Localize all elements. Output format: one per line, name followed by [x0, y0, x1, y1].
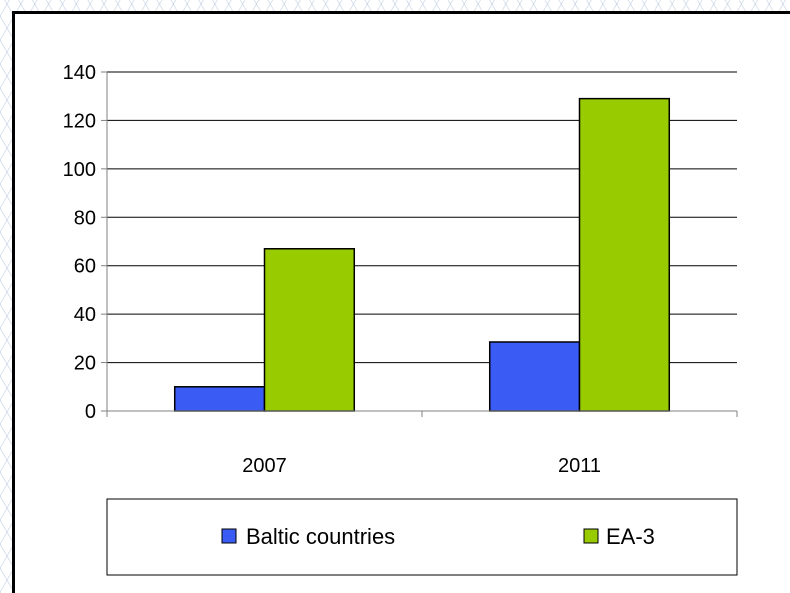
- legend-box: [106, 498, 738, 576]
- legend-swatch-ea-3: [583, 528, 599, 544]
- y-tick-label-140: 140: [63, 62, 96, 84]
- bar-baltic-countries-2011: [488, 341, 581, 412]
- y-tick-label-120: 120: [63, 110, 96, 132]
- bar-ea-3-2011: [578, 97, 671, 412]
- y-tick-label-20: 20: [74, 353, 96, 375]
- y-tick-label-0: 0: [85, 401, 96, 423]
- x-tick-label-2011: 2011: [558, 455, 601, 477]
- y-tick-label-60: 60: [74, 256, 96, 278]
- axes: [101, 71, 738, 417]
- x-tick-labels: 2007 2011: [242, 455, 601, 477]
- legend: Baltic countries EA-3: [106, 498, 738, 576]
- legend-swatch-baltic-countries: [221, 528, 237, 544]
- y-tick-label-40: 40: [74, 304, 96, 326]
- bars: [173, 97, 671, 412]
- x-tick-label-2007: 2007: [242, 455, 287, 477]
- y-tick-label-100: 100: [63, 159, 96, 181]
- y-tick-label-80: 80: [74, 207, 96, 229]
- bar-baltic-countries-2007: [173, 386, 266, 412]
- bar-ea-3-2007: [263, 248, 356, 412]
- legend-label-baltic-countries: Baltic countries: [246, 524, 395, 549]
- y-tick-labels: 0 20 40 60 80 100 120 140: [63, 62, 96, 423]
- legend-label-ea-3: EA-3: [606, 524, 655, 549]
